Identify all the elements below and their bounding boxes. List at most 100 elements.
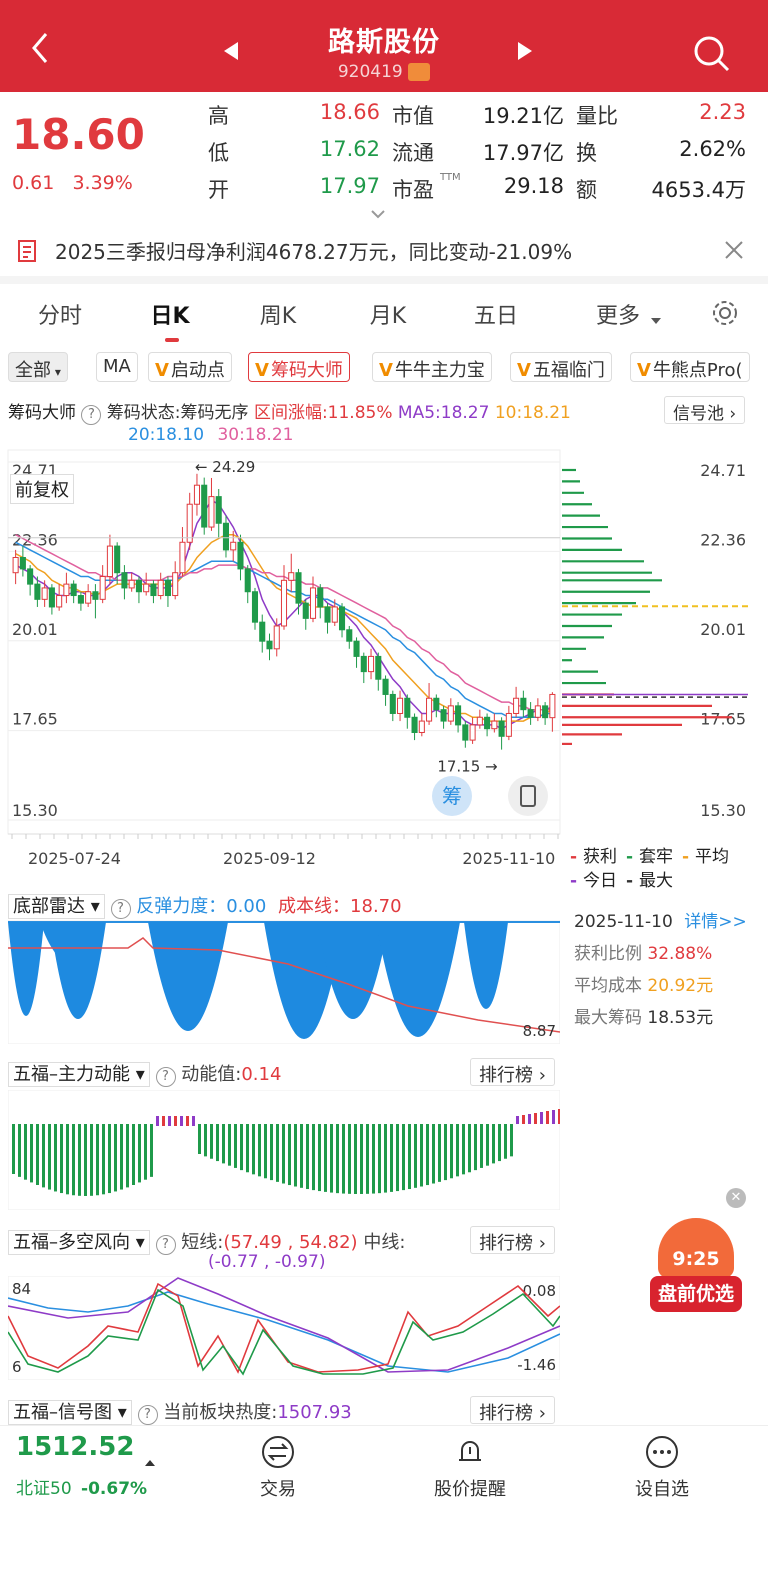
close-icon[interactable] <box>722 238 746 266</box>
chip-label: 全部 <box>15 360 51 381</box>
momentum-bar <box>138 1124 141 1183</box>
add-watchlist-label[interactable]: 设自选 <box>635 1479 689 1500</box>
help-icon[interactable]: ? <box>110 899 131 919</box>
radar-name: 底部雷达 <box>13 896 85 917</box>
candle-body <box>520 697 527 711</box>
tab-4[interactable]: 五日 <box>473 304 518 329</box>
promo-badge[interactable]: 9:25 盘前优选 <box>650 1218 742 1314</box>
candle-body <box>172 572 179 597</box>
momentum-bar <box>204 1124 207 1157</box>
tab-1[interactable]: 日K <box>150 304 190 329</box>
candle-body <box>433 697 440 711</box>
momentum-bar <box>264 1124 267 1179</box>
candle-body <box>382 678 389 695</box>
wind-rank-button[interactable]: 排行榜 › <box>470 1226 555 1254</box>
momentum-bar <box>12 1124 15 1174</box>
wind-header: 五福–多空风向 ▾ ? 短线:(57.49 , 54.82) 中线: <box>8 1228 405 1255</box>
mid-label: 中线: <box>363 1232 406 1253</box>
momentum-bar <box>240 1124 243 1171</box>
settings-gear-icon[interactable] <box>710 298 740 332</box>
quote-value: 19.21亿 <box>482 104 564 128</box>
prev-stock-icon[interactable] <box>222 40 240 66</box>
wind-r-top: 0.08 <box>523 1282 556 1300</box>
fq-label[interactable]: 前复权 <box>10 474 74 504</box>
tab-more-caret-icon[interactable] <box>650 310 662 329</box>
index-value[interactable]: 1512.52 <box>16 1432 135 1462</box>
candle-body <box>99 576 106 600</box>
tab-5[interactable]: 更多 <box>595 304 640 329</box>
chip-1[interactable]: MA <box>96 352 138 382</box>
momentum-bar <box>444 1124 447 1181</box>
rank-label: 排行榜 <box>479 1403 533 1424</box>
detail-link[interactable]: 详情>> <box>684 912 747 932</box>
candle-body <box>397 697 404 714</box>
momentum-bar <box>84 1124 87 1196</box>
momentum-bar <box>492 1124 495 1164</box>
signal-select[interactable]: 五福–信号图 ▾ <box>8 1400 132 1425</box>
trade-icon[interactable] <box>260 1434 296 1474</box>
radar-select[interactable]: 底部雷达 ▾ <box>8 894 105 919</box>
chip-label: 五福临门 <box>532 360 605 381</box>
heat-value: 1507.93 <box>277 1402 352 1423</box>
search-icon[interactable] <box>692 34 732 78</box>
momentum-select[interactable]: 五福–主力动能 ▾ <box>8 1062 150 1087</box>
momentum-bar <box>144 1124 147 1180</box>
momentum-bar <box>210 1124 213 1159</box>
quote-value: 2.23 <box>699 100 746 124</box>
radar-trough <box>464 922 508 1009</box>
chip-0[interactable]: 全部 ▾ <box>8 352 68 382</box>
quote-label: 流通 <box>392 141 434 165</box>
high-mark: ← 24.29 <box>195 458 255 476</box>
signal-pool-button[interactable]: 信号池 › <box>664 396 746 424</box>
rank-label: 排行榜 <box>479 1065 533 1086</box>
price-alert-bell-icon[interactable] <box>452 1434 488 1474</box>
momentum-bar <box>402 1124 405 1191</box>
legend-label: 今日 <box>582 871 617 891</box>
candle-body <box>288 572 295 581</box>
signal-name: 五福–信号图 <box>13 1402 112 1423</box>
help-icon[interactable]: ? <box>81 405 102 425</box>
chip-label: 筹码大师 <box>270 360 343 381</box>
signal-rank-button[interactable]: 排行榜 › <box>470 1396 555 1424</box>
legend-marker: - <box>570 847 583 867</box>
y-label-left: 20.01 <box>12 620 58 639</box>
help-icon[interactable]: ? <box>155 1067 176 1087</box>
momentum-bar <box>18 1124 21 1177</box>
notice-bar[interactable]: 2025三季报归母净利润4678.27万元，同比变动-21.09% <box>0 228 768 272</box>
tab-3[interactable]: 月K <box>369 304 407 329</box>
candle-body <box>27 568 34 585</box>
quote-label: 量比 <box>576 104 618 128</box>
momentum-bar <box>558 1109 560 1124</box>
legend-marker: - <box>682 847 695 867</box>
wind-select[interactable]: 五福–多空风向 ▾ <box>8 1230 150 1255</box>
tab-2[interactable]: 周K <box>259 304 297 329</box>
price-alert-label[interactable]: 股价提醒 <box>434 1479 506 1500</box>
candle-body <box>484 716 491 730</box>
rotate-screen-icon[interactable] <box>508 776 548 816</box>
candle-body <box>251 591 259 623</box>
chip-5[interactable]: V 五福临门 <box>510 352 612 382</box>
chip-4[interactable]: V 牛牛主力宝 <box>372 352 492 382</box>
chip-6[interactable]: V 牛熊点Pro( <box>630 352 750 382</box>
candle-body <box>56 595 63 608</box>
help-icon[interactable]: ? <box>137 1405 158 1425</box>
expand-chevron-icon[interactable] <box>370 204 386 223</box>
chip-info-date: 2025-11-10 <box>574 912 673 932</box>
candle-body <box>309 587 317 619</box>
candle-body <box>368 655 375 673</box>
chip-round-button[interactable]: 筹 <box>432 776 472 816</box>
help-icon[interactable]: ? <box>155 1235 176 1255</box>
momentum-bar <box>102 1124 105 1195</box>
trade-label[interactable]: 交易 <box>260 1479 296 1500</box>
y-label-right: 17.65 <box>700 710 746 729</box>
promo-close-icon[interactable]: ✕ <box>726 1188 746 1208</box>
radar-chart: 8.87 <box>8 920 560 1044</box>
tab-0[interactable]: 分时 <box>37 304 82 329</box>
more-dots-icon[interactable] <box>644 1434 680 1474</box>
chip-3[interactable]: V 筹码大师 <box>248 352 350 382</box>
momentum-rank-button[interactable]: 排行榜 › <box>470 1058 555 1086</box>
chip-2[interactable]: V 启动点 <box>148 352 232 382</box>
next-stock-icon[interactable] <box>516 40 534 66</box>
back-icon[interactable] <box>26 30 56 66</box>
